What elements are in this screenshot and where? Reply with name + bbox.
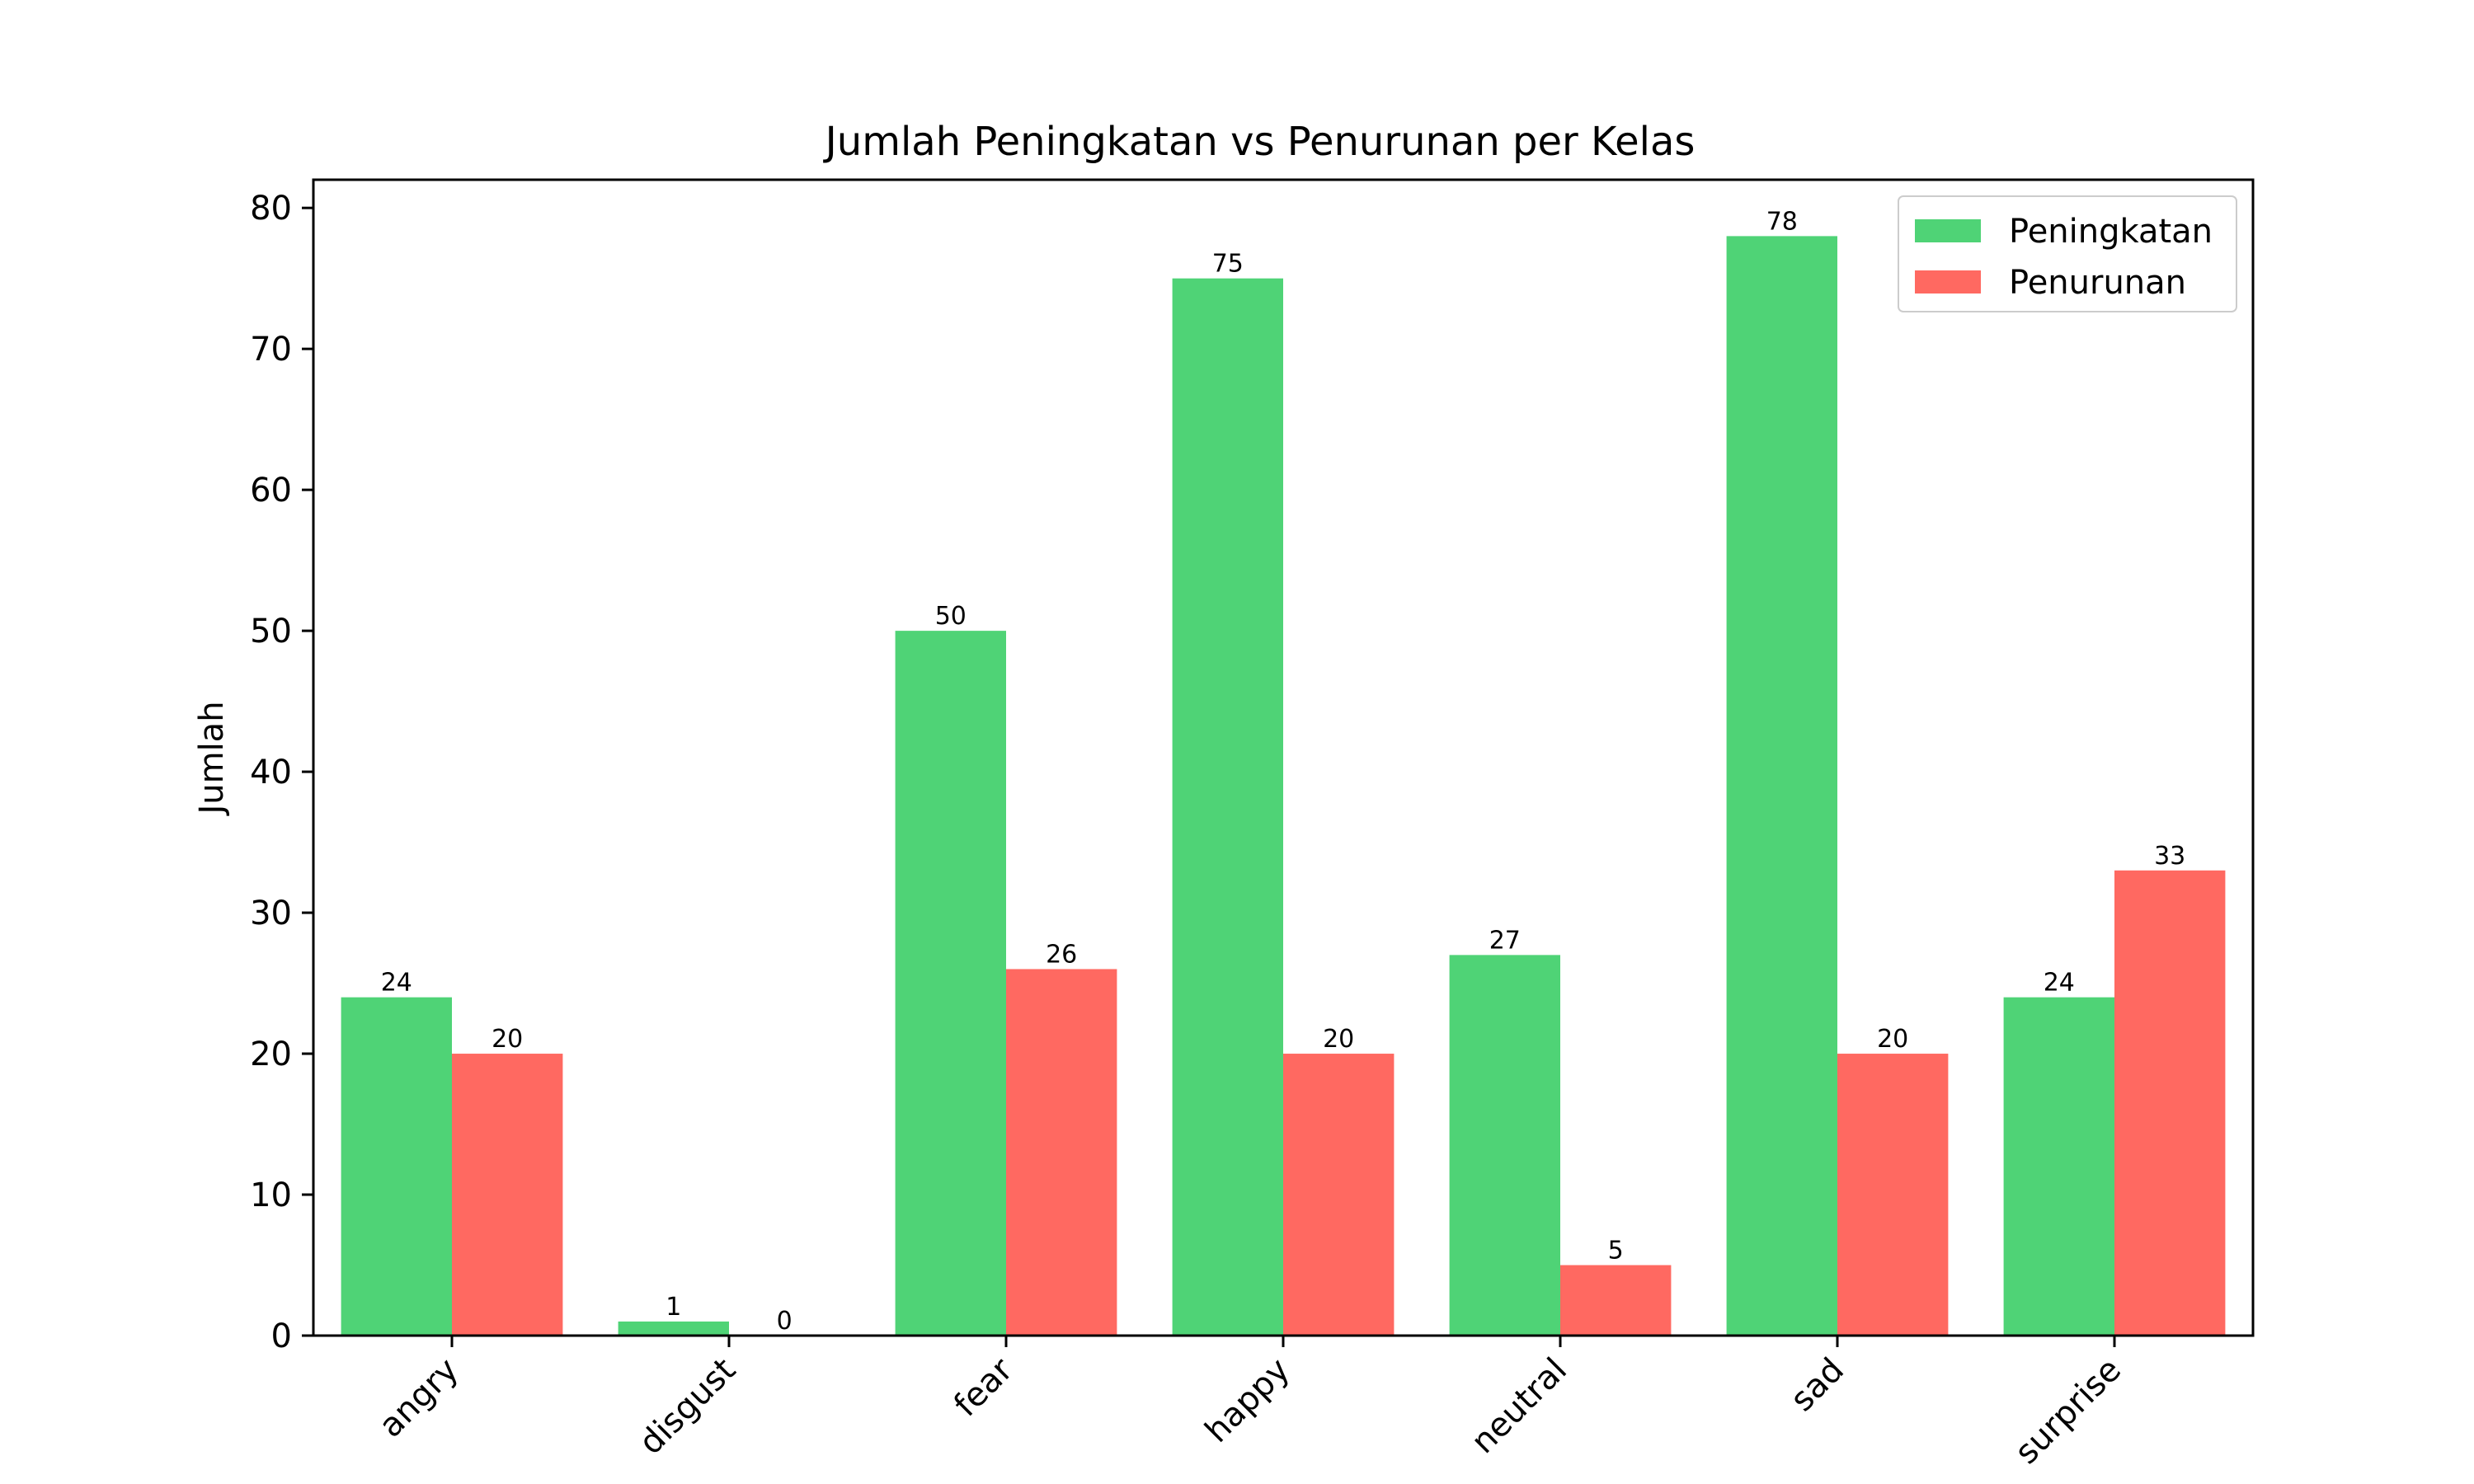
- data-label-surprise-peningkatan: 24: [2044, 969, 2075, 998]
- chart-title: Jumlah Peningkatan vs Penurunan per Kela…: [823, 119, 1696, 165]
- data-labels-group: 24 20 1 0 50 26 75 20 27 5 78 20 24 33: [381, 207, 2186, 1336]
- bar-sad-penurunan: [1837, 1054, 1949, 1336]
- data-label-neutral-peningkatan: 27: [1489, 926, 1521, 955]
- x-tick-label-disgust: disgust: [632, 1351, 743, 1463]
- bar-neutral-peningkatan: [1449, 955, 1560, 1336]
- data-label-angry-peningkatan: 24: [381, 969, 412, 998]
- y-axis-ticks: 0 10 20 30 40 50 60 70 80: [250, 190, 313, 1355]
- y-tick-label: 20: [250, 1036, 292, 1073]
- x-tick-label-surprise: surprise: [2008, 1351, 2128, 1472]
- bar-happy-penurunan: [1283, 1054, 1395, 1336]
- x-tick-label-fear: fear: [947, 1350, 1020, 1424]
- y-tick-label: 0: [271, 1317, 292, 1355]
- legend-swatch-penurunan: [1915, 270, 1981, 294]
- bar-fear-peningkatan: [895, 631, 1006, 1336]
- y-tick-label: 70: [250, 331, 292, 369]
- bar-neutral-penurunan: [1560, 1265, 1672, 1336]
- y-tick-label: 50: [250, 613, 292, 650]
- data-label-angry-penurunan: 20: [492, 1025, 523, 1054]
- legend-swatch-peningkatan: [1915, 219, 1981, 242]
- y-tick-label: 40: [250, 754, 292, 791]
- x-tick-label-happy: happy: [1198, 1351, 1297, 1450]
- legend-box: [1898, 195, 2237, 312]
- y-tick-label: 10: [250, 1176, 292, 1214]
- data-label-sad-peningkatan: 78: [1766, 207, 1798, 236]
- legend: Peningkatan Penurunan: [1898, 195, 2237, 312]
- data-label-neutral-penurunan: 5: [1608, 1237, 1624, 1266]
- bars-group: [341, 236, 2226, 1336]
- x-tick-label-neutral: neutral: [1464, 1351, 1574, 1462]
- bar-surprise-penurunan: [2114, 870, 2226, 1336]
- x-tick-label-sad: sad: [1784, 1351, 1852, 1420]
- data-label-disgust-penurunan: 0: [777, 1307, 793, 1336]
- legend-label-peningkatan: Peningkatan: [2009, 213, 2213, 251]
- y-tick-label: 60: [250, 472, 292, 510]
- data-label-happy-penurunan: 20: [1323, 1025, 1354, 1054]
- bar-fear-penurunan: [1006, 969, 1117, 1336]
- x-tick-label-angry: angry: [372, 1351, 466, 1445]
- bar-surprise-peningkatan: [2003, 997, 2114, 1336]
- bar-angry-penurunan: [452, 1054, 563, 1336]
- y-tick-label: 80: [250, 190, 292, 228]
- legend-label-penurunan: Penurunan: [2009, 264, 2186, 302]
- x-axis-ticks: angry disgust fear happy neutral sad surprise: [372, 1336, 2128, 1472]
- data-label-disgust-peningkatan: 1: [666, 1293, 681, 1322]
- plot-frame: [312, 178, 2255, 1337]
- y-axis-label: Jumlah: [193, 701, 231, 816]
- data-label-fear-peningkatan: 50: [935, 602, 967, 631]
- bar-happy-peningkatan: [1172, 278, 1283, 1336]
- bar-sad-peningkatan: [1726, 236, 1837, 1336]
- bar-angry-peningkatan: [341, 997, 452, 1336]
- data-label-sad-penurunan: 20: [1877, 1025, 1908, 1054]
- data-label-surprise-penurunan: 33: [2154, 842, 2185, 871]
- bar-disgust-peningkatan: [618, 1321, 729, 1336]
- data-label-fear-penurunan: 26: [1046, 940, 1077, 969]
- y-tick-label: 30: [250, 895, 292, 932]
- data-label-happy-peningkatan: 75: [1212, 250, 1244, 279]
